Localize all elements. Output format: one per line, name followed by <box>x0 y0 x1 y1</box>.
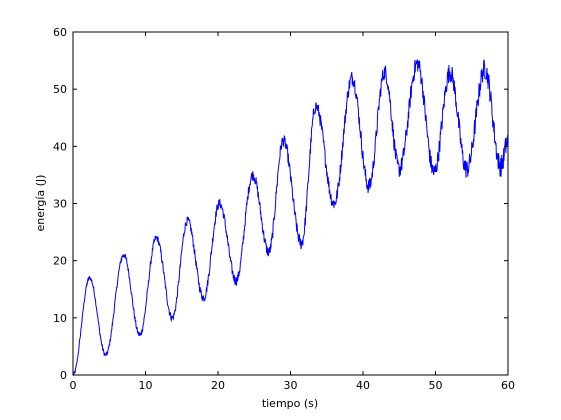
y-tick-label: 10 <box>53 312 67 325</box>
x-tick-label: 40 <box>356 379 370 392</box>
energy-series-line <box>72 59 509 377</box>
y-tick-label: 20 <box>53 255 67 268</box>
x-tick-label: 0 <box>70 379 77 392</box>
y-tick-label: 50 <box>53 83 67 96</box>
x-axis-label: tiempo (s) <box>262 397 318 410</box>
x-tick-label: 60 <box>501 379 515 392</box>
series-layer <box>72 59 509 377</box>
y-tick-label: 40 <box>53 140 67 153</box>
y-tick-label: 0 <box>60 369 67 382</box>
axes-box <box>72 31 509 376</box>
y-axis-label: energía (J) <box>34 175 47 232</box>
y-tick-label: 60 <box>53 26 67 39</box>
x-tick-label: 10 <box>139 379 153 392</box>
x-tick-label: 20 <box>211 379 225 392</box>
ticks-layer: 0 10 20 30 40 50 60 0 10 20 30 40 50 60 <box>53 26 515 392</box>
x-tick-label: 50 <box>429 379 443 392</box>
x-tick-label: 30 <box>284 379 298 392</box>
y-tick-label: 30 <box>53 198 67 211</box>
